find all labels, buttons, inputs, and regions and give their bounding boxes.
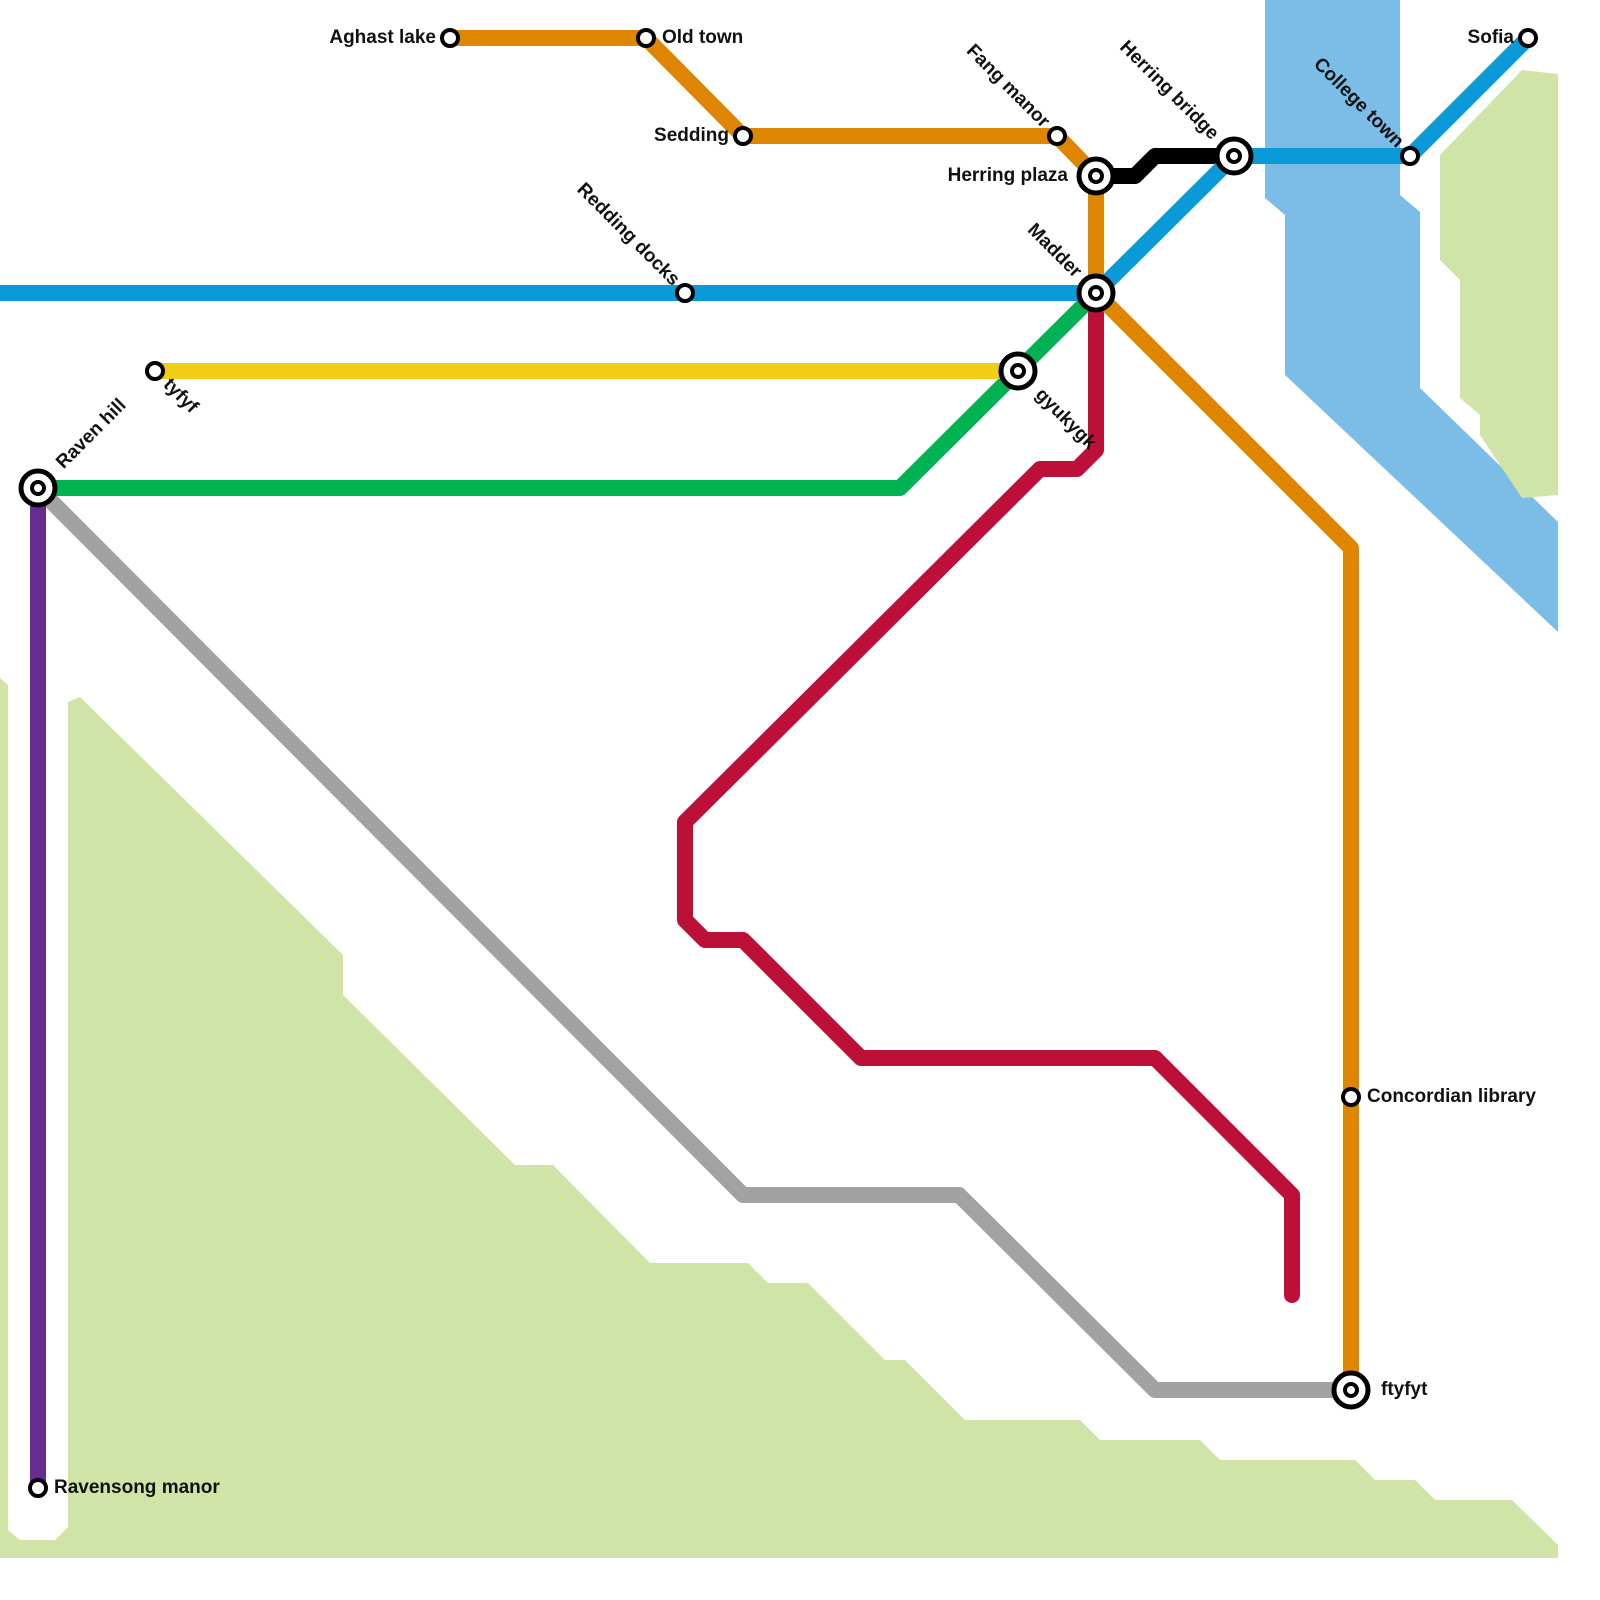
interchange-core [1226, 148, 1242, 164]
interchange-core [30, 480, 46, 496]
station-label: ftyfyt [1381, 1379, 1428, 1400]
station-label: Ravensong manor [54, 1477, 220, 1498]
station-label: Fang manor [962, 40, 1054, 132]
station-label: Concordian library [1367, 1086, 1536, 1107]
interchange-core [1343, 1382, 1359, 1398]
station-label: Raven hill [52, 395, 130, 473]
station-marker [675, 283, 695, 303]
interchange-core [1088, 285, 1104, 301]
station-marker [440, 28, 460, 48]
station-marker [145, 361, 165, 381]
gray-line [30, 480, 1359, 1398]
station-label: Old town [662, 27, 743, 48]
station-label: Madder [1023, 219, 1086, 282]
station-label: Herring bridge [1115, 37, 1222, 144]
land [1440, 70, 1558, 498]
stations [18, 28, 1538, 1498]
station-label: Redding docks [573, 179, 684, 290]
station-label: Sedding [654, 125, 729, 146]
station-label: Aghast lake [329, 27, 436, 48]
station-marker [636, 28, 656, 48]
station-marker [1341, 1087, 1361, 1107]
station-marker [733, 126, 753, 146]
station-marker [1400, 146, 1420, 166]
station-label: Herring plaza [948, 165, 1069, 186]
station-marker [1047, 126, 1067, 146]
station-marker [28, 1478, 48, 1498]
red-line [677, 285, 1300, 1303]
station-label: tyfyf [159, 374, 203, 418]
interchange-core [1010, 363, 1026, 379]
station-label: Sofia [1468, 27, 1515, 48]
land [0, 678, 1558, 1558]
station-marker [1518, 28, 1538, 48]
interchange-core [1088, 168, 1104, 184]
green-line [30, 285, 1104, 496]
orange-line [442, 30, 1359, 1398]
